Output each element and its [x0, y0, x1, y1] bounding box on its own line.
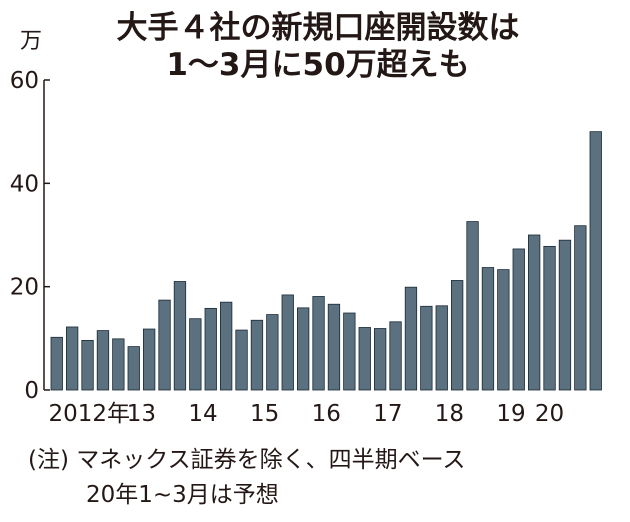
bar-q14: [250, 319, 264, 391]
x-tick-label: 15: [250, 401, 279, 427]
note-line-2: 20年1~3月は予想: [86, 482, 279, 508]
x-tick-label: 13: [127, 401, 156, 427]
x-tick-label: 19: [496, 401, 525, 427]
bar-q23: [389, 321, 402, 391]
bar-q1: [50, 336, 63, 391]
bar-q7: [142, 328, 156, 391]
bar-q16: [281, 294, 294, 391]
bar-q11: [204, 307, 217, 391]
y-axis-ticks: 0 20 40 60: [10, 68, 50, 404]
bar-q2: [66, 326, 79, 391]
bar-q17: [296, 307, 310, 391]
bar-q34: [558, 239, 572, 391]
x-tick-label: 17: [373, 401, 402, 427]
note-line-1: (注) マネックス証券を除く、四半期ベース: [28, 447, 465, 473]
bar-q6: [127, 346, 140, 391]
bar-q15: [266, 314, 279, 391]
bar-q24: [404, 286, 418, 391]
bar-q12: [219, 301, 233, 391]
bar-q29: [481, 267, 495, 391]
y-axis-unit: 万: [20, 29, 42, 54]
x-tick-label: 16: [312, 401, 341, 427]
bar-q36: [589, 131, 602, 391]
y-tick-label: 0: [24, 378, 39, 404]
bar-q4: [96, 330, 110, 391]
x-tick-label: 18: [435, 401, 464, 427]
bar-q33: [543, 245, 556, 391]
bar-q18: [312, 296, 325, 391]
bar-q31: [512, 248, 525, 391]
bar-q30: [497, 269, 510, 391]
chart-title-line-1: 大手４社の新規口座開設数は: [117, 10, 520, 46]
bar-q27: [450, 280, 464, 391]
x-tick-label: 20: [535, 401, 564, 427]
bar-q22: [373, 328, 387, 391]
bar-q26: [435, 305, 448, 391]
bar-q13: [235, 329, 248, 391]
chart-title-line-2: 1～3月に50万超えも: [166, 47, 469, 83]
bar-q32: [528, 234, 541, 391]
bar-q3: [81, 339, 94, 391]
y-tick-label: 20: [10, 275, 39, 301]
bar-q5: [112, 338, 125, 391]
bar-q19: [327, 303, 341, 391]
bar-q21: [358, 327, 371, 391]
bar-q8: [158, 299, 171, 391]
bar-q9: [173, 281, 187, 391]
y-tick-label: 60: [10, 68, 39, 94]
y-tick-label: 40: [10, 171, 39, 197]
bar-q28: [466, 221, 479, 391]
bar-q35: [574, 225, 587, 391]
bar-q25: [420, 305, 433, 391]
bar-q20: [343, 312, 356, 391]
bar-q10: [189, 318, 202, 391]
bar-series: [50, 131, 602, 391]
x-tick-label: 2012年: [48, 401, 130, 427]
x-tick-label: 14: [188, 401, 217, 427]
